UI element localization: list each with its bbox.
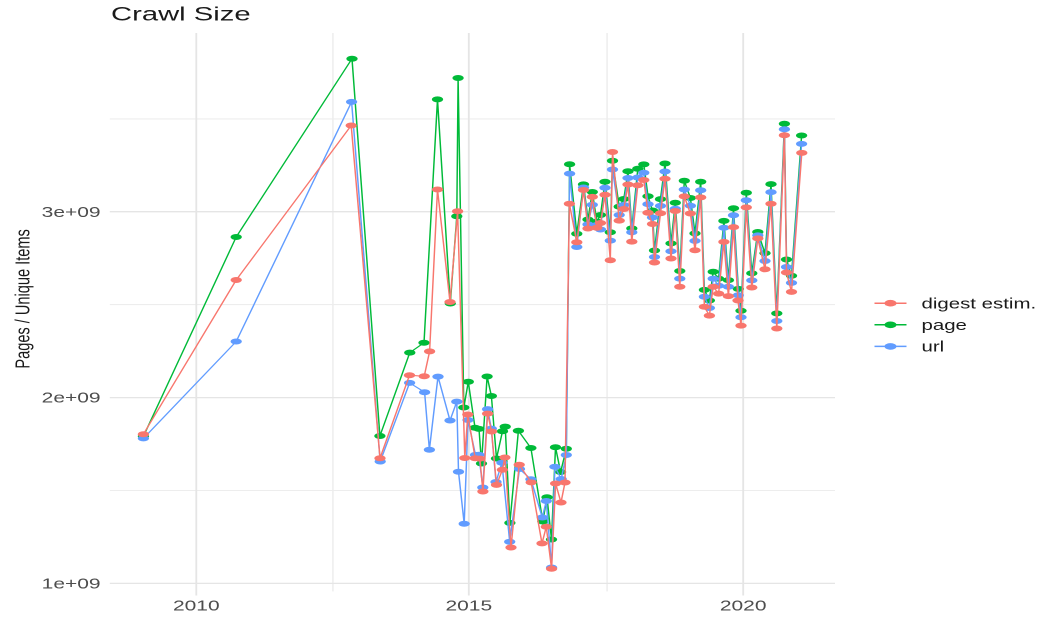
svg-text:2e+09: 2e+09 xyxy=(42,389,101,406)
svg-text:2020: 2020 xyxy=(720,597,767,614)
svg-text:1e+09: 1e+09 xyxy=(42,575,101,592)
svg-text:url: url xyxy=(921,338,944,354)
svg-text:2010: 2010 xyxy=(173,597,220,614)
svg-text:Pages / Unique Items: Pages / Unique Items xyxy=(11,229,34,369)
svg-text:3e+09: 3e+09 xyxy=(42,203,101,220)
svg-text:page: page xyxy=(921,317,967,333)
svg-text:Crawl Size: Crawl Size xyxy=(111,3,251,25)
svg-text:digest estim.: digest estim. xyxy=(921,295,1036,311)
svg-text:2015: 2015 xyxy=(445,597,492,614)
